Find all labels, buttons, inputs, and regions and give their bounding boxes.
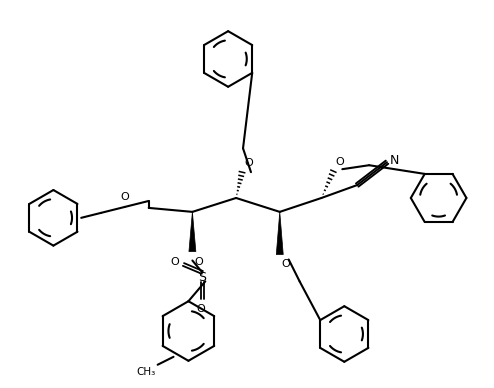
Text: S: S [198,271,206,284]
Text: O: O [121,192,129,202]
Text: O: O [335,157,344,167]
Text: N: N [390,154,399,167]
Text: O: O [244,158,253,168]
Text: CH₃: CH₃ [136,367,156,377]
Text: O: O [171,256,179,267]
Text: O: O [196,304,205,314]
Polygon shape [276,212,283,255]
Polygon shape [189,212,196,251]
Text: O: O [194,256,203,267]
Text: O: O [282,258,290,268]
